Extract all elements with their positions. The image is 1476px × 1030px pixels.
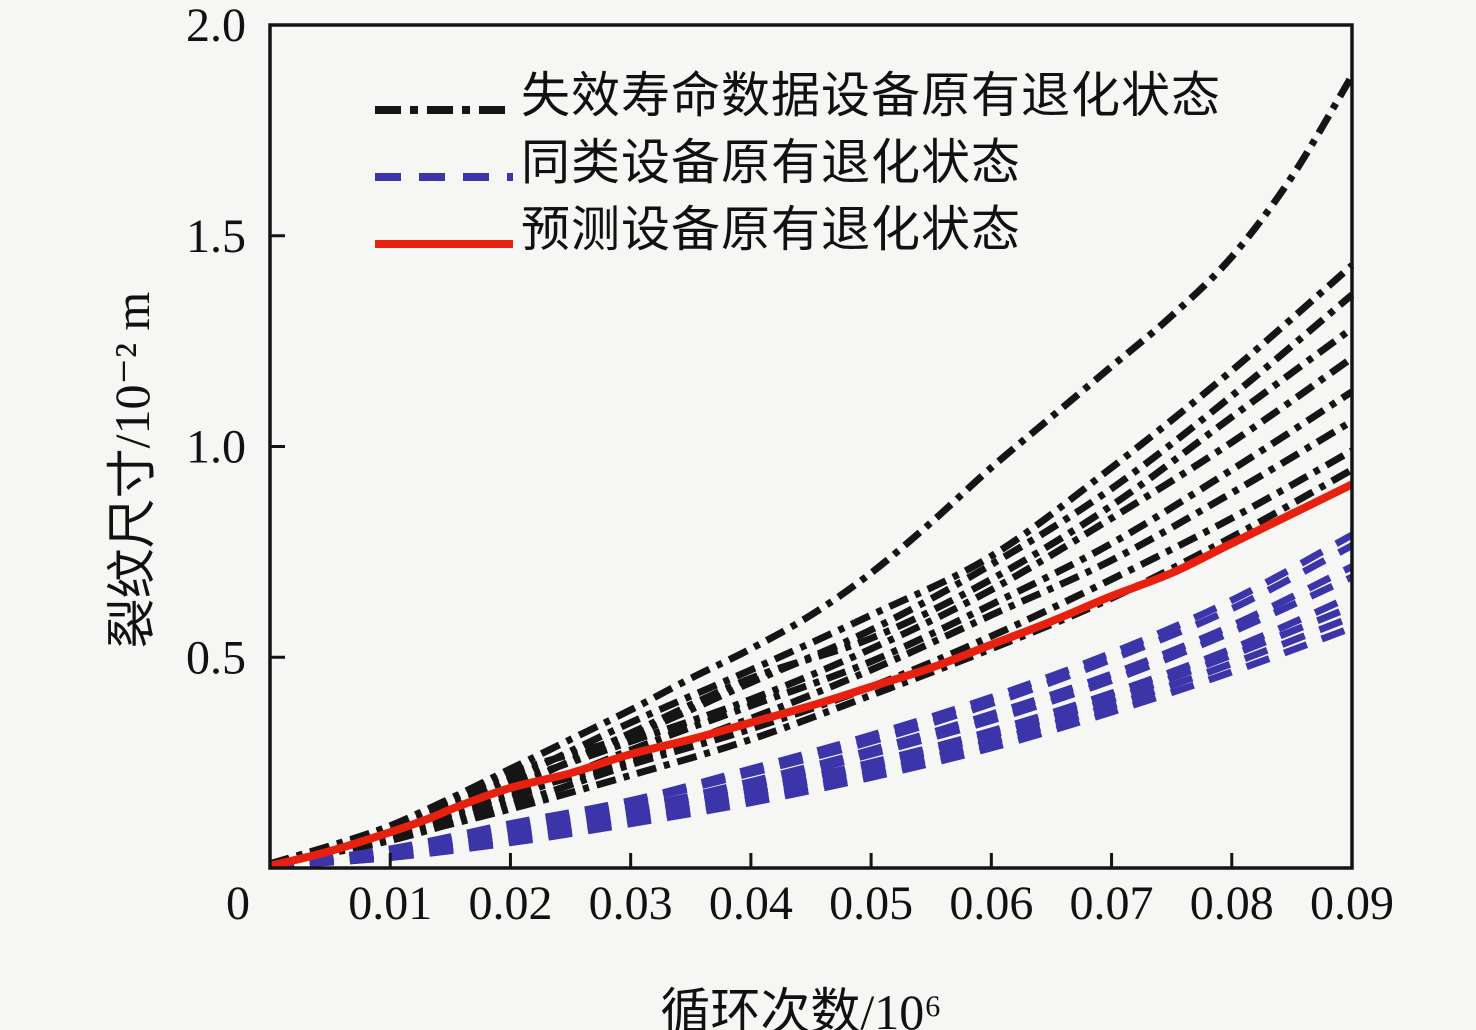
x-tick-label: 0.03 <box>589 877 673 930</box>
x-tick-label: 0.02 <box>468 877 552 930</box>
series-failure-8 <box>269 466 1354 868</box>
series-predicted <box>269 480 1354 870</box>
x-tick-label: 0.07 <box>1070 877 1154 930</box>
dashdot-line-sample <box>375 105 513 114</box>
series-failure-3 <box>269 325 1355 868</box>
x-axis-title: 循环次数/10⁶ <box>660 984 942 1030</box>
series-similar-4 <box>269 574 1354 870</box>
legend: 失效寿命数据设备原有退化状态 同类设备原有退化状态 预测设备原有退化状态 <box>373 62 1221 263</box>
legend-label-failure-life: 失效寿命数据设备原有退化状态 <box>521 68 1222 123</box>
x-tick-label: 0 <box>226 877 250 930</box>
y-axis-title: 裂纹尺寸/10⁻² m <box>104 291 160 649</box>
x-tick-label: 0.08 <box>1190 877 1274 930</box>
legend-item-failure-life: 失效寿命数据设备原有退化状态 <box>373 62 1221 129</box>
series-failure-5 <box>269 388 1354 868</box>
series-similar-5 <box>269 592 1354 870</box>
x-tick-label: 0.05 <box>829 877 913 930</box>
legend-item-similar-equipment: 同类设备原有退化状态 <box>373 129 1221 196</box>
series-similar-7 <box>269 613 1354 870</box>
series-failure-6 <box>269 418 1354 868</box>
dashed-line-sample <box>375 172 513 181</box>
x-tick-label: 0.06 <box>949 877 1033 930</box>
series-similar-8 <box>269 624 1354 870</box>
solid-line-sample <box>375 239 513 248</box>
y-tick-label: 1.5 <box>186 210 246 263</box>
legend-label-predicted: 预测设备原有退化状态 <box>521 202 1022 257</box>
series-failure-4 <box>269 355 1355 868</box>
y-tick-label: 0.5 <box>186 631 246 684</box>
series-similar-6 <box>269 603 1354 870</box>
legend-item-predicted: 预测设备原有退化状态 <box>373 196 1221 263</box>
series-failure-1 <box>269 262 1355 868</box>
y-tick-label: 1.0 <box>186 421 246 474</box>
x-tick-label: 0.01 <box>348 877 432 930</box>
legend-label-similar-equipment: 同类设备原有退化状态 <box>521 135 1022 190</box>
series-similar-3 <box>269 563 1354 870</box>
y-tick-label: 2.0 <box>186 0 246 52</box>
x-tick-label: 0.09 <box>1310 877 1394 930</box>
x-tick-label: 0.04 <box>709 877 793 930</box>
